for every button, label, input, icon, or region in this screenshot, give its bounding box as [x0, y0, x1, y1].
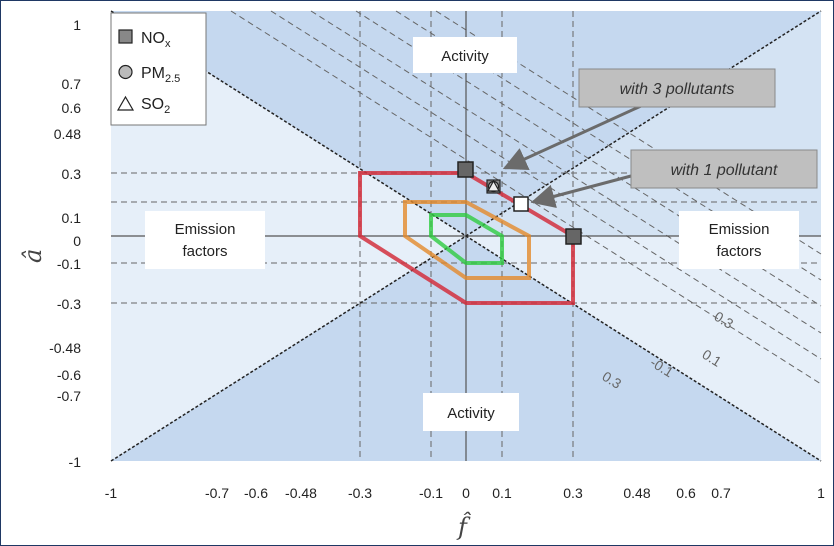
y-tick-labels: 1 0.7 0.6 0.48 0.3 0.1 0 -0.1 -0.3 -0.48…: [49, 17, 81, 470]
y-tick: 0.1: [62, 210, 82, 226]
nox-marker-top: [457, 161, 474, 178]
legend-circle-icon: [118, 64, 133, 80]
emission-right-line1: Emission: [709, 221, 770, 238]
callout-arrow-one: [530, 174, 632, 209]
x-tick: 0.3: [563, 485, 583, 501]
legend-so2: SO2: [141, 96, 170, 116]
emission-left-line2: factors: [182, 243, 227, 260]
x-tick: 0.1: [492, 485, 512, 501]
callout-arrow-three: [502, 104, 642, 170]
activity-bottom-label: Activity: [447, 405, 495, 422]
y-tick: 0.48: [54, 126, 81, 142]
x-tick: -1: [105, 485, 118, 501]
nox-marker-right: [565, 228, 582, 245]
emission-right-line2: factors: [716, 243, 761, 260]
y-tick: -0.6: [57, 367, 81, 383]
y-tick: 0.3: [62, 166, 82, 182]
activity-bottom-box: [423, 393, 519, 431]
y-tick: 1: [73, 17, 81, 33]
x-tick: 1: [817, 485, 825, 501]
x-tick: 0.7: [711, 485, 731, 501]
y-tick: -0.1: [57, 256, 81, 272]
y-tick: -0.48: [49, 340, 81, 356]
diagonal-negative: [110, 10, 822, 462]
x-tick: -0.6: [244, 485, 268, 501]
y-axis-symbol: â: [19, 249, 47, 263]
legend-triangle-icon: [116, 95, 135, 111]
emission-left-box: [145, 211, 265, 269]
x-tick: -0.1: [419, 485, 443, 501]
legend-pm: PM2.5: [141, 65, 180, 85]
x-tick: -0.48: [285, 485, 317, 501]
x-tick: 0.48: [623, 485, 650, 501]
x-tick: -0.7: [205, 485, 229, 501]
callout-box-one: [630, 149, 818, 189]
x-tick: 0: [462, 485, 470, 501]
legend-nox: NOx: [141, 30, 171, 50]
callout-three-text: with 3 pollutants: [620, 81, 735, 98]
callout-one-text: with 1 pollutant: [671, 162, 778, 179]
y-tick: 0.6: [62, 100, 82, 116]
hexagon-green: [429, 213, 504, 265]
legend: NOx PM2.5 SO2: [110, 12, 207, 126]
emission-right-box: [679, 211, 799, 269]
single-pollutant-marker: [513, 196, 529, 212]
x-tick: 0.6: [676, 485, 696, 501]
x-axis-symbol: f̂: [456, 512, 472, 541]
y-tick: 0: [73, 233, 81, 249]
legend-square-icon: [118, 29, 133, 44]
x-tick: -0.3: [348, 485, 372, 501]
hexagon-orange: [403, 200, 531, 280]
y-tick: 0.7: [62, 76, 82, 92]
y-tick: -1: [69, 454, 82, 470]
activity-top-box: [413, 37, 517, 73]
y-tick: -0.3: [57, 296, 81, 312]
emission-left-line1: Emission: [175, 221, 236, 238]
activity-top-label: Activity: [441, 48, 489, 65]
callout-box-three: [578, 68, 776, 108]
x-tick-labels: -1 -0.7 -0.6 -0.48 -0.3 -0.1 0 0.1 0.3 0…: [105, 485, 825, 501]
so2-marker: [486, 179, 501, 192]
y-tick: -0.7: [57, 388, 81, 404]
